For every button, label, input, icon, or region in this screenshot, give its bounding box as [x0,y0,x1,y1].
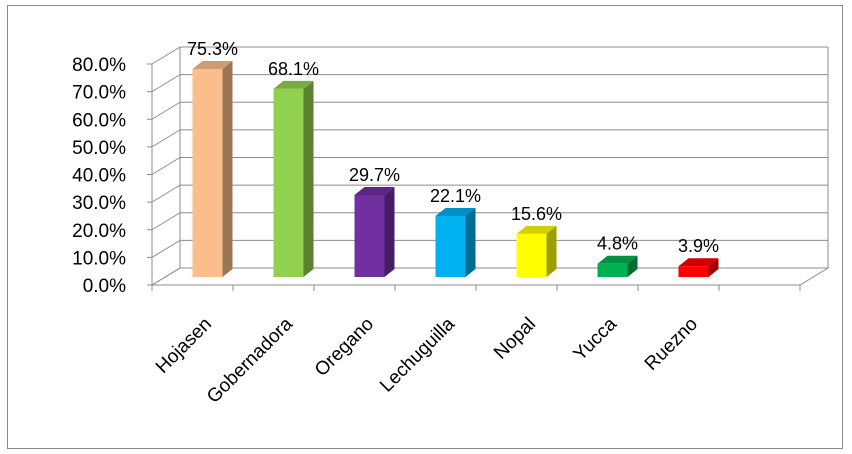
chart-walls [150,47,830,286]
data-label: 75.3% [187,39,238,59]
category-label: Ruezno [641,314,702,375]
bar-front [516,233,547,277]
data-label: 15.6% [511,204,562,224]
bar-ruezno [678,258,719,277]
side-wall-line [151,239,181,258]
chart-frame [7,5,843,449]
y-tick-label: 30.0% [72,193,126,214]
bar-side [627,255,638,277]
category-label: Oregano [311,314,378,381]
bar-hojasen [192,60,233,277]
bar-nopal [516,225,557,277]
bar-front [354,194,385,277]
bar-front [678,266,709,277]
gridlines [151,46,828,286]
bar-top [516,225,557,234]
data-label: 22.1% [430,186,481,206]
data-labels: 75.3% 68.1% 29.7% 22.1% 15.6% 4.8% 3.9% [187,39,719,256]
data-label: 3.9% [678,236,719,256]
category-label: Yucca [570,313,622,365]
bar-side [303,80,314,277]
bar-side [546,225,557,277]
y-tick-label: 10.0% [72,248,126,269]
bar-gobernadora [273,80,314,277]
y-tick-label: 50.0% [72,138,126,159]
category-label: Lechuguilla [376,313,459,396]
side-wall-line [151,184,181,203]
bar-top [597,255,638,264]
bar-oregano [354,186,395,277]
y-tick-label: 70.0% [72,83,126,104]
data-label: 4.8% [597,234,638,254]
y-tick-label: 0.0% [83,276,126,297]
side-wall-line [151,101,181,120]
side-wall-line [151,46,181,65]
bar-top [273,80,314,89]
y-tick-label: 80.0% [72,55,126,76]
bar-front [435,215,466,277]
bar-front [192,68,223,277]
chart-floor [150,267,830,286]
bar-top [435,207,476,216]
bar-lechuguilla [435,207,476,277]
data-label: 68.1% [268,59,319,79]
bar-side [222,60,233,277]
bar-yucca [597,255,638,277]
bar-side [465,207,476,277]
bar-front [273,88,304,277]
side-wall-line [151,74,181,93]
y-tick-label: 40.0% [72,166,126,187]
category-label: Gobernadora [203,313,297,407]
bar-front [597,263,628,277]
bars [192,60,719,277]
y-tick-label: 60.0% [72,110,126,131]
category-label: Hojasen [152,314,216,378]
y-axis: 0.0% 10.0% 20.0% 30.0% 40.0% 50.0% 60.0% 70.0% 8… [72,55,153,297]
side-wall-line [151,212,181,231]
bar-side [708,258,719,277]
data-label: 29.7% [349,165,400,185]
category-label: Nopal [490,314,540,364]
bar-top [678,258,719,267]
y-tick-label: 20.0% [72,221,126,242]
side-wall-line [151,129,181,148]
side-wall-line [151,157,181,175]
bar-top [354,186,395,195]
bar-side [384,186,395,277]
bar-top [192,60,233,69]
